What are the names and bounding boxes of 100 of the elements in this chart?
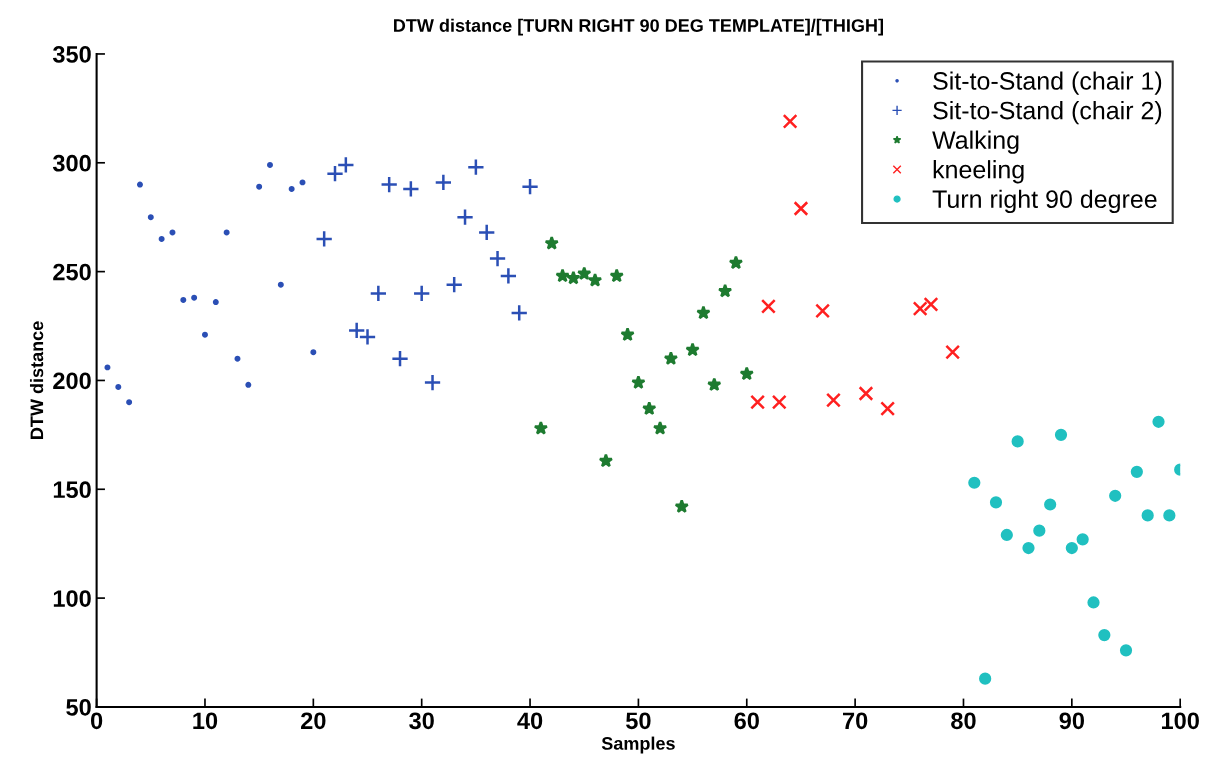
point [631, 375, 646, 389]
point [1000, 528, 1013, 542]
point [825, 392, 841, 408]
point [566, 270, 581, 285]
point [587, 272, 603, 287]
point [555, 268, 570, 283]
x-tick-label: 30 [409, 712, 434, 730]
point [223, 229, 230, 236]
point [510, 304, 529, 322]
point [201, 331, 208, 338]
x-tick-label: 20 [301, 712, 326, 730]
point [577, 266, 592, 281]
point [685, 342, 700, 357]
point [445, 275, 464, 294]
point [912, 301, 928, 317]
legend-label: Turn right 90 degree [932, 189, 1157, 213]
point [310, 349, 317, 356]
point [1065, 541, 1078, 555]
point [369, 284, 388, 303]
point [707, 377, 722, 392]
point [412, 284, 431, 303]
point [989, 496, 1003, 509]
point [609, 268, 624, 283]
point [299, 179, 306, 186]
point [234, 355, 241, 362]
point [544, 235, 559, 250]
point [169, 229, 176, 236]
y-tick-label: 150 [53, 481, 91, 499]
point [477, 223, 496, 242]
point [533, 420, 549, 435]
x-tick-label: 40 [517, 712, 543, 730]
legend-label: Walking [932, 130, 1019, 154]
point [1152, 415, 1165, 428]
point [1141, 509, 1154, 522]
point [1087, 596, 1100, 609]
y-tick-label: 200 [53, 372, 91, 390]
point [620, 327, 635, 342]
point [945, 344, 961, 360]
point [380, 175, 399, 194]
point [1033, 524, 1046, 537]
point [793, 200, 809, 216]
point [782, 113, 798, 129]
point [423, 373, 442, 392]
point [212, 299, 219, 306]
point [1130, 465, 1143, 478]
point [663, 351, 679, 365]
point [760, 298, 776, 314]
x-tick-label: 10 [193, 712, 218, 730]
point [652, 420, 668, 435]
point [499, 267, 518, 285]
point [674, 499, 689, 513]
point [815, 303, 831, 319]
x-tick-label: 80 [951, 712, 976, 730]
x-tick-label: 90 [1059, 712, 1084, 730]
point [1098, 628, 1111, 642]
y-tick-label: 250 [53, 263, 91, 281]
point [696, 305, 711, 320]
x-tick-label: 70 [843, 712, 868, 730]
point [880, 401, 896, 417]
point [979, 672, 992, 685]
point [1163, 509, 1176, 522]
point [488, 249, 507, 268]
point [434, 173, 453, 192]
point [717, 283, 733, 298]
x-tick-label: 0 [90, 712, 103, 730]
legend-label: Sit-to-Stand (chair 1) [933, 71, 1162, 95]
point [277, 281, 284, 288]
point [391, 349, 409, 368]
point [728, 255, 744, 270]
point [598, 453, 614, 468]
point [136, 181, 143, 188]
point [1054, 428, 1068, 441]
legend-label: Sit-to-Stand (chair 2) [933, 101, 1162, 125]
point [315, 230, 334, 248]
point [521, 177, 539, 196]
point [267, 161, 273, 168]
point [358, 328, 377, 346]
point [1022, 541, 1035, 555]
point [1044, 498, 1057, 511]
point [750, 394, 766, 410]
point [456, 208, 474, 227]
point [923, 296, 939, 312]
point [1119, 644, 1133, 657]
point [347, 321, 366, 340]
point [1076, 533, 1089, 546]
x-tick-label: 60 [734, 712, 759, 730]
point [771, 394, 787, 410]
point [191, 294, 198, 301]
x-axis-title: Samples [601, 736, 675, 754]
y-tick-label: 50 [66, 699, 91, 716]
legend-label: kneeling [933, 160, 1024, 184]
point [968, 476, 981, 489]
chart-title: DTW distance [TURN RIGHT 90 DEG TEMPLATE]/[THIGH] [394, 18, 883, 36]
point [147, 214, 154, 221]
y-tick-label: 100 [53, 590, 91, 607]
x-tick-label: 100 [1161, 712, 1199, 730]
point [1109, 489, 1122, 502]
y-tick-label: 350 [52, 46, 91, 63]
point [158, 235, 165, 242]
y-tick-label: 300 [52, 154, 91, 172]
